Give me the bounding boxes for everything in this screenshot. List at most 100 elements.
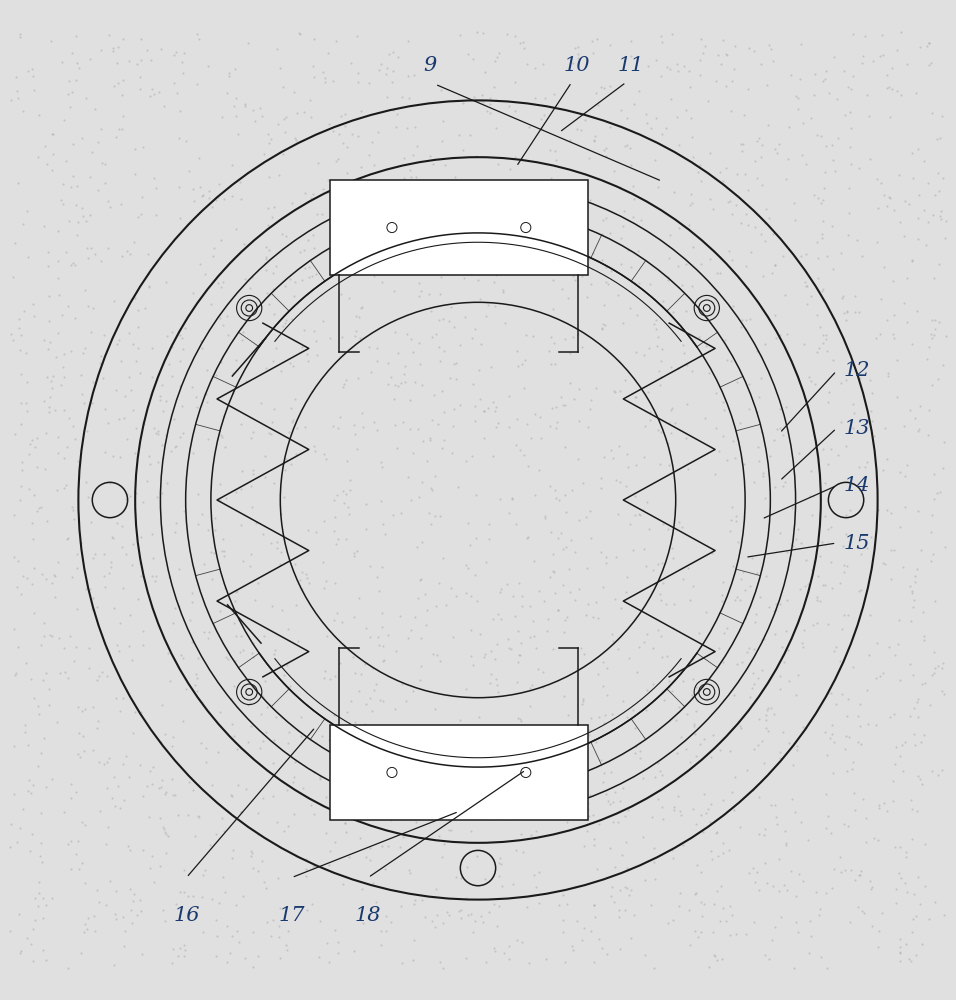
Point (654, 68, 669, 84)
Point (104, 790, 120, 806)
Point (385, 63, 401, 79)
Point (39, 369, 54, 385)
Point (193, 735, 208, 751)
Point (468, 148, 484, 164)
Point (152, 858, 167, 874)
Point (887, 647, 902, 663)
Point (172, 179, 187, 195)
Point (441, 822, 456, 838)
Point (50, 223, 65, 239)
Point (876, 187, 891, 203)
Point (75, 855, 90, 871)
Point (507, 791, 522, 807)
Point (598, 317, 613, 333)
Point (835, 621, 850, 637)
Point (269, 258, 284, 274)
Point (666, 596, 682, 612)
Point (532, 583, 547, 599)
Point (904, 252, 920, 268)
Point (939, 213, 954, 229)
Point (406, 67, 422, 83)
Point (596, 765, 611, 781)
Point (43, 373, 58, 389)
Point (212, 476, 228, 492)
Point (33, 637, 49, 653)
Point (931, 314, 946, 330)
Point (479, 103, 494, 119)
Point (690, 164, 706, 180)
Point (427, 701, 443, 717)
Point (567, 40, 582, 56)
Point (604, 626, 619, 642)
Point (87, 246, 102, 262)
Point (624, 33, 640, 49)
Point (511, 654, 526, 670)
Point (910, 561, 925, 577)
Point (604, 879, 619, 895)
Point (445, 788, 460, 804)
Point (893, 87, 908, 103)
Point (889, 83, 904, 99)
Point (130, 56, 145, 72)
Point (172, 561, 187, 577)
Point (590, 97, 605, 113)
Point (579, 52, 595, 68)
Point (476, 403, 491, 419)
Point (755, 465, 771, 481)
Point (272, 556, 288, 572)
Point (216, 408, 231, 424)
Point (287, 84, 302, 100)
Point (198, 266, 213, 282)
Point (631, 639, 646, 655)
Point (648, 110, 663, 126)
Point (325, 73, 340, 89)
Point (12, 820, 28, 836)
Point (350, 74, 365, 90)
Point (779, 592, 794, 608)
Point (10, 834, 25, 850)
Point (625, 178, 641, 194)
Point (758, 201, 773, 217)
Point (637, 634, 652, 650)
Point (135, 494, 150, 510)
Point (618, 120, 633, 136)
Point (575, 696, 590, 712)
Point (893, 672, 908, 688)
Point (64, 833, 79, 849)
Point (587, 128, 602, 144)
Point (594, 226, 609, 242)
Point (280, 735, 295, 751)
Point (403, 331, 419, 347)
Point (325, 229, 340, 245)
Point (825, 765, 840, 781)
Point (193, 179, 208, 195)
Point (595, 320, 610, 336)
Point (613, 179, 628, 195)
Point (195, 694, 210, 710)
Point (825, 352, 840, 368)
Point (307, 323, 322, 339)
Point (703, 251, 718, 267)
Point (872, 800, 887, 816)
Point (455, 200, 470, 216)
Point (527, 553, 542, 569)
Point (116, 108, 131, 124)
Point (808, 376, 823, 392)
Point (728, 592, 743, 608)
Point (579, 289, 595, 305)
Point (653, 369, 668, 385)
Point (675, 337, 690, 353)
Point (301, 232, 316, 248)
Point (342, 472, 358, 488)
Point (744, 244, 759, 260)
Point (410, 590, 425, 606)
Point (890, 389, 905, 405)
Point (92, 668, 107, 684)
Point (847, 785, 862, 801)
Point (880, 198, 895, 214)
Point (319, 628, 335, 644)
Point (131, 319, 146, 335)
Point (392, 839, 407, 855)
Point (793, 581, 808, 597)
Point (265, 353, 280, 369)
